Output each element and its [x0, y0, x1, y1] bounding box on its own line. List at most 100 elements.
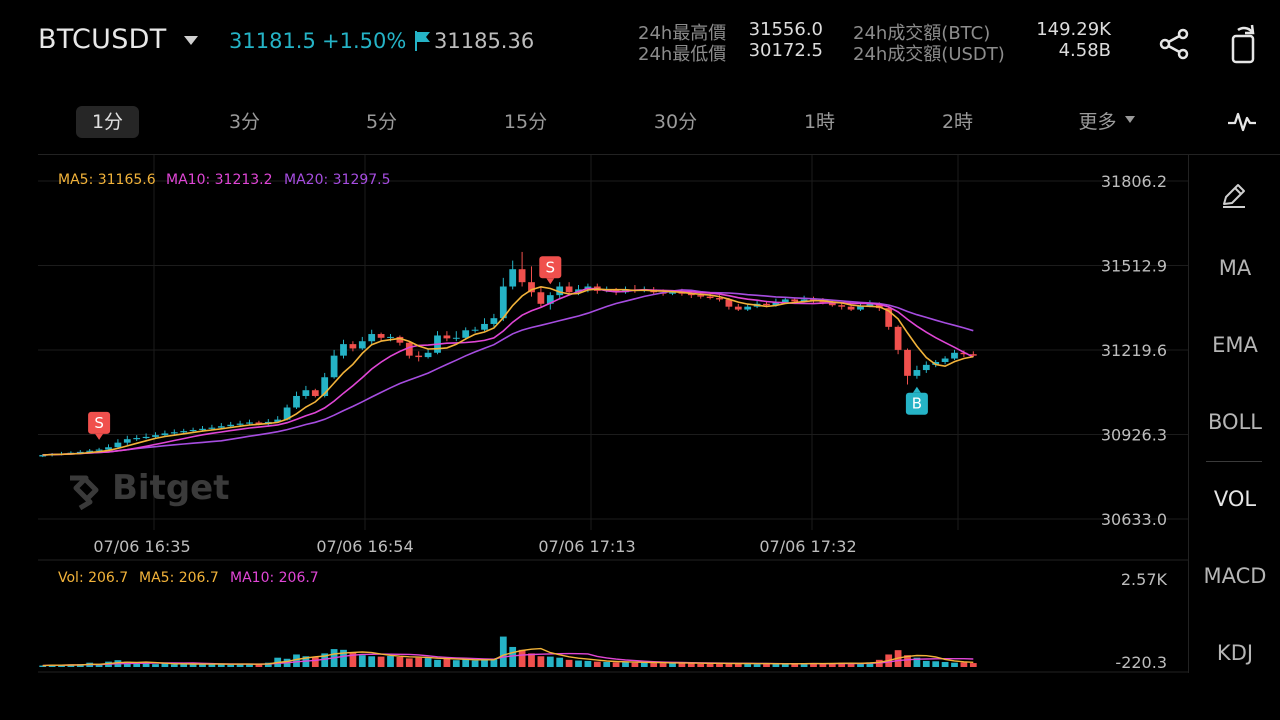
- flag-icon: [415, 31, 430, 51]
- candle: [866, 303, 874, 307]
- candle: [781, 299, 789, 303]
- candle: [189, 429, 197, 432]
- tab-15m[interactable]: 15分: [503, 111, 548, 133]
- rotate-screen-icon[interactable]: [1228, 22, 1260, 64]
- divider: [1188, 155, 1189, 673]
- candle: [763, 303, 770, 306]
- tab-5m[interactable]: 5分: [365, 111, 398, 133]
- candle: [499, 286, 507, 319]
- candle: [311, 390, 319, 396]
- candle: [302, 390, 310, 396]
- volume-bar: [518, 649, 526, 667]
- candle: [255, 422, 263, 425]
- candle: [415, 355, 423, 358]
- volume-bar: [199, 664, 206, 667]
- share-icon[interactable]: [1156, 26, 1192, 62]
- time-tick-label: 07/06 17:32: [759, 537, 856, 556]
- volume-bar: [546, 656, 554, 667]
- volume-tick-label: 2.57K: [1121, 570, 1168, 589]
- candle: [462, 330, 470, 338]
- indicator-macd[interactable]: MACD: [1203, 564, 1267, 588]
- volume-bar: [969, 663, 977, 667]
- volume-bar: [584, 660, 592, 667]
- candle: [725, 299, 733, 307]
- candle: [537, 292, 545, 304]
- indicator-ema[interactable]: EMA: [1212, 333, 1258, 357]
- volume-bar: [697, 663, 705, 667]
- tab-3m[interactable]: 3分: [228, 111, 261, 133]
- candle: [161, 433, 169, 436]
- candle: [932, 361, 940, 365]
- volume-bar: [744, 663, 752, 667]
- candle: [246, 422, 253, 424]
- tab-more[interactable]: 更多: [1078, 111, 1117, 133]
- volume-bar: [537, 656, 545, 667]
- marker-badge: [539, 256, 562, 279]
- ma20-legend: MA20: 31297.5: [284, 172, 391, 188]
- volume-bar: [170, 664, 178, 667]
- candle: [95, 449, 103, 451]
- indicator-vol[interactable]: VOL: [1213, 487, 1257, 511]
- tab-30m[interactable]: 30分: [653, 111, 698, 133]
- caret-down-icon[interactable]: [1125, 116, 1135, 123]
- indicator-boll[interactable]: BOLL: [1208, 410, 1262, 434]
- candle: [847, 306, 855, 310]
- volume-bar: [123, 661, 131, 667]
- volume-bar: [960, 662, 968, 667]
- kline-chart[interactable]: S S B 31806.2 31512.9 31219.6 30926.3 30633.0 0…: [0, 155, 1188, 675]
- symbol-selector[interactable]: BTCUSDT: [38, 24, 167, 55]
- volume-bar: [847, 663, 855, 667]
- divider: [1206, 461, 1262, 462]
- volume-bar: [405, 658, 413, 667]
- candle: [875, 303, 883, 309]
- candle: [377, 334, 385, 338]
- draw-tool-icon[interactable]: [1219, 180, 1249, 210]
- candle: [528, 282, 535, 293]
- candle: [39, 455, 47, 457]
- ma5-legend: MA5: 31165.6: [58, 172, 156, 188]
- marker-badge: [88, 411, 111, 434]
- tab-1m[interactable]: 1分: [76, 106, 139, 138]
- marker-pointer: [546, 278, 555, 285]
- time-tick-label: 07/06 16:54: [316, 537, 413, 556]
- volume-tick-label: -220.3: [1115, 653, 1167, 672]
- vol-legend: Vol: 206.7: [58, 570, 129, 586]
- candle: [170, 432, 178, 434]
- caret-down-icon[interactable]: [184, 36, 198, 45]
- candle: [208, 427, 216, 429]
- indicator-ma[interactable]: MA: [1218, 256, 1252, 280]
- volume-bar: [236, 663, 244, 667]
- candle: [274, 419, 282, 422]
- candle: [716, 298, 723, 300]
- candle: [518, 269, 526, 283]
- volume-bar: [452, 660, 460, 667]
- bitget-logo-icon: [70, 475, 99, 510]
- volume-bar: [640, 662, 648, 667]
- candle: [744, 306, 752, 310]
- volume-bar: [462, 659, 470, 667]
- tab-1h[interactable]: 1時: [803, 111, 836, 133]
- marker-pointer: [95, 433, 104, 440]
- indicator-icon[interactable]: [1227, 106, 1257, 136]
- indicator-kdj[interactable]: KDJ: [1216, 641, 1254, 665]
- vol-usdt-value: 4.58B: [1058, 40, 1111, 61]
- candle: [556, 286, 564, 296]
- candle: [358, 341, 366, 349]
- volume-bar: [509, 646, 517, 667]
- candle: [857, 306, 864, 310]
- volume-bar: [321, 653, 329, 667]
- candle: [142, 436, 150, 439]
- volume-bar: [481, 659, 488, 667]
- volume-bar: [217, 664, 225, 667]
- volume-bar: [575, 660, 582, 667]
- volume-bar: [603, 661, 611, 667]
- vol-ma10-legend: MA10: 206.7: [230, 570, 319, 586]
- candle: [800, 299, 808, 302]
- vol-ma5-line: [42, 647, 974, 667]
- candle: [546, 295, 554, 304]
- time-tick-label: 07/06 17:13: [538, 537, 635, 556]
- candle: [509, 269, 517, 287]
- tab-2h[interactable]: 2時: [941, 111, 974, 133]
- candle: [687, 293, 695, 296]
- candle: [922, 364, 930, 371]
